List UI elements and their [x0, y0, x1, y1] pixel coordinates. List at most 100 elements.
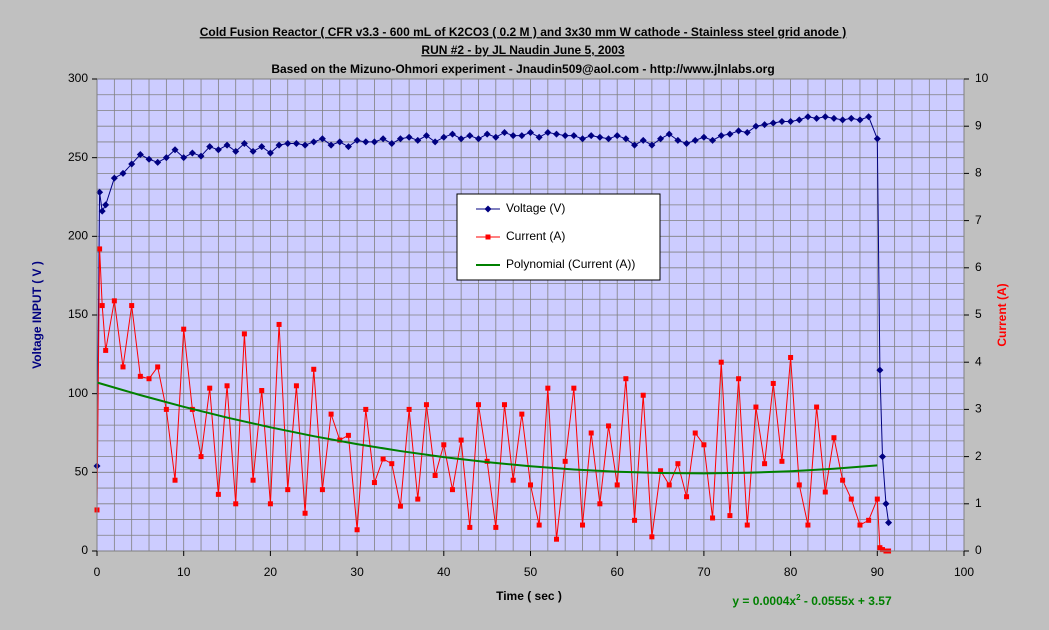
data-point	[224, 383, 230, 389]
legend-label: Polynomial (Current (A))	[506, 257, 635, 271]
data-point	[198, 454, 204, 460]
chart-subtitle: Based on the Mizuno-Ohmori experiment - …	[271, 62, 774, 76]
data-point	[370, 138, 378, 146]
x-tick-label: 50	[524, 565, 538, 579]
data-point	[163, 406, 169, 412]
data-point	[840, 477, 846, 483]
data-point	[761, 121, 769, 129]
data-point	[736, 376, 742, 382]
y2-tick-label: 5	[975, 307, 982, 321]
legend-label: Voltage (V)	[506, 201, 565, 215]
data-point	[709, 136, 717, 144]
data-point	[545, 385, 551, 391]
y-tick-label: 250	[68, 150, 88, 164]
data-point	[544, 128, 552, 136]
data-point	[717, 132, 725, 140]
data-point	[880, 547, 886, 553]
data-point	[743, 128, 751, 136]
data-point	[527, 128, 534, 136]
data-point	[691, 136, 699, 144]
data-point	[389, 461, 395, 467]
x-tick-label: 80	[784, 565, 798, 579]
data-point	[666, 482, 672, 488]
data-point	[328, 411, 334, 417]
data-point	[98, 207, 106, 215]
data-point	[561, 132, 569, 140]
chart-title: RUN #2 - by JL Naudin June 5, 2003	[421, 43, 625, 57]
data-point	[885, 519, 893, 527]
data-point	[111, 298, 117, 304]
data-point	[258, 143, 266, 151]
data-point	[587, 132, 595, 140]
data-point	[128, 160, 136, 168]
data-point	[457, 135, 465, 143]
data-point	[762, 461, 768, 467]
legend-label: Current (A)	[506, 229, 565, 243]
data-point	[483, 130, 491, 138]
data-point	[431, 138, 439, 146]
data-point	[362, 138, 370, 146]
x-tick-label: 90	[871, 565, 885, 579]
data-point	[467, 524, 473, 530]
data-point	[710, 515, 716, 521]
y2-tick-label: 8	[975, 166, 982, 180]
x-tick-label: 0	[94, 565, 101, 579]
trendline-equation: y = 0.0004x2 - 0.0555x + 3.57	[732, 593, 892, 609]
data-point	[877, 545, 883, 551]
data-point	[415, 496, 421, 502]
data-point	[448, 130, 456, 138]
data-point	[648, 141, 656, 149]
data-point	[388, 140, 396, 148]
data-point	[233, 501, 239, 507]
data-point	[866, 517, 872, 523]
data-point	[778, 117, 786, 125]
data-point	[206, 143, 214, 151]
x-tick-label: 10	[177, 565, 191, 579]
x-tick-label: 30	[350, 565, 364, 579]
data-point	[474, 135, 482, 143]
data-point	[493, 524, 499, 530]
data-point	[207, 385, 213, 391]
data-point	[458, 437, 464, 443]
legend-marker	[485, 234, 491, 240]
data-point	[214, 146, 222, 154]
data-point	[795, 116, 803, 124]
data-point	[787, 117, 795, 125]
data-point	[99, 303, 105, 309]
data-point	[779, 458, 785, 464]
data-point	[103, 347, 109, 353]
data-point	[579, 135, 587, 143]
data-point	[501, 402, 507, 408]
data-point	[649, 534, 655, 540]
data-point	[509, 132, 517, 140]
data-point	[770, 380, 776, 386]
data-point	[814, 404, 820, 410]
data-point	[154, 158, 162, 166]
data-point	[414, 136, 422, 144]
data-point	[727, 513, 733, 519]
data-point	[146, 376, 152, 382]
equation-part: - 0.0555x + 3.57	[801, 594, 892, 608]
data-point	[554, 536, 560, 542]
data-point	[735, 127, 743, 135]
data-point	[571, 385, 577, 391]
data-point	[293, 383, 299, 389]
data-point	[640, 392, 646, 398]
data-point	[518, 132, 526, 140]
data-point	[500, 128, 508, 136]
trendline	[96, 381, 878, 475]
data-point	[665, 130, 673, 138]
data-point	[510, 477, 516, 483]
data-point	[726, 130, 734, 138]
data-point	[805, 522, 811, 528]
legend-marker	[484, 205, 492, 213]
data-point	[232, 147, 240, 155]
data-point	[405, 133, 413, 141]
data-point	[769, 119, 777, 127]
data-point	[363, 406, 369, 412]
data-point	[606, 423, 612, 429]
data-point	[129, 303, 135, 309]
data-point	[302, 510, 308, 516]
data-point	[145, 155, 153, 163]
data-point	[580, 522, 586, 528]
